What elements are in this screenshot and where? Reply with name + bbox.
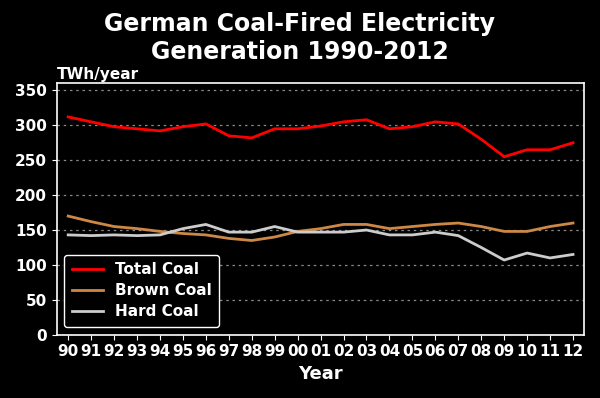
Total Coal — [271, 127, 278, 131]
Total Coal — [248, 135, 256, 140]
Hard Coal — [409, 232, 416, 237]
Hard Coal — [547, 256, 554, 260]
Brown Coal — [524, 229, 531, 234]
Total Coal — [157, 129, 164, 133]
Brown Coal — [271, 234, 278, 239]
Total Coal — [363, 117, 370, 122]
Total Coal — [386, 127, 393, 131]
Brown Coal — [455, 220, 462, 225]
Brown Coal — [133, 226, 140, 231]
Hard Coal — [363, 228, 370, 232]
Total Coal — [133, 127, 140, 131]
Total Coal — [340, 119, 347, 124]
Legend: Total Coal, Brown Coal, Hard Coal: Total Coal, Brown Coal, Hard Coal — [64, 255, 219, 327]
Hard Coal — [110, 232, 118, 237]
Total Coal — [547, 147, 554, 152]
Total Coal — [110, 124, 118, 129]
Brown Coal — [363, 222, 370, 227]
Total Coal — [432, 119, 439, 124]
Total Coal — [317, 124, 324, 129]
Hard Coal — [225, 230, 232, 234]
Hard Coal — [271, 224, 278, 229]
Brown Coal — [88, 219, 95, 224]
Brown Coal — [432, 222, 439, 227]
Brown Coal — [294, 229, 301, 234]
Hard Coal — [179, 226, 187, 231]
Brown Coal — [386, 226, 393, 231]
Total Coal — [88, 119, 95, 124]
Brown Coal — [202, 232, 209, 237]
Hard Coal — [65, 232, 72, 237]
Total Coal — [202, 121, 209, 126]
Total Coal — [569, 140, 577, 145]
Brown Coal — [65, 214, 72, 219]
Hard Coal — [157, 232, 164, 237]
Hard Coal — [88, 233, 95, 238]
Brown Coal — [409, 224, 416, 229]
Line: Brown Coal: Brown Coal — [68, 216, 573, 240]
Hard Coal — [386, 232, 393, 237]
Brown Coal — [547, 224, 554, 229]
Total Coal — [225, 133, 232, 138]
Hard Coal — [478, 245, 485, 250]
Brown Coal — [317, 226, 324, 231]
Brown Coal — [157, 229, 164, 234]
Brown Coal — [340, 222, 347, 227]
Hard Coal — [202, 222, 209, 227]
Brown Coal — [110, 224, 118, 229]
Text: TWh/year: TWh/year — [57, 67, 139, 82]
Hard Coal — [294, 230, 301, 234]
Hard Coal — [432, 230, 439, 234]
Total Coal — [179, 124, 187, 129]
Line: Hard Coal: Hard Coal — [68, 224, 573, 260]
Hard Coal — [317, 230, 324, 234]
Total Coal — [524, 147, 531, 152]
Text: German Coal-Fired Electricity
Generation 1990-2012: German Coal-Fired Electricity Generation… — [104, 12, 496, 64]
Brown Coal — [569, 220, 577, 225]
Total Coal — [455, 121, 462, 126]
X-axis label: Year: Year — [298, 365, 343, 383]
Hard Coal — [340, 230, 347, 234]
Hard Coal — [248, 230, 256, 234]
Total Coal — [294, 127, 301, 131]
Hard Coal — [455, 233, 462, 238]
Brown Coal — [478, 224, 485, 229]
Brown Coal — [179, 231, 187, 236]
Total Coal — [500, 154, 508, 159]
Brown Coal — [225, 236, 232, 241]
Brown Coal — [248, 238, 256, 243]
Total Coal — [65, 115, 72, 119]
Hard Coal — [524, 251, 531, 256]
Hard Coal — [569, 252, 577, 257]
Total Coal — [478, 137, 485, 142]
Total Coal — [409, 124, 416, 129]
Hard Coal — [500, 258, 508, 262]
Hard Coal — [133, 233, 140, 238]
Brown Coal — [500, 229, 508, 234]
Line: Total Coal: Total Coal — [68, 117, 573, 157]
